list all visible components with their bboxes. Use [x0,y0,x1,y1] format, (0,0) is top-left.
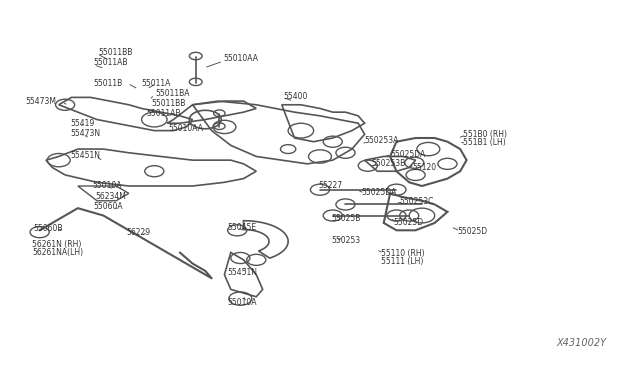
Text: 55011A: 55011A [141,79,171,88]
Text: 56261NA(LH): 56261NA(LH) [32,248,83,257]
Text: 55010A: 55010A [92,181,122,190]
Text: 56261N (RH): 56261N (RH) [32,240,81,249]
Text: 55111 (LH): 55111 (LH) [381,257,423,266]
Text: 55025D: 55025D [457,227,487,235]
Text: 55060B: 55060B [33,224,63,233]
Text: 55011B: 55011B [94,79,123,88]
Text: 55060A: 55060A [94,202,124,211]
Text: 55045E: 55045E [228,223,257,232]
Text: 550253C: 550253C [399,197,434,206]
Text: 55011BB: 55011BB [99,48,132,57]
Text: 55120: 55120 [412,163,436,172]
Text: 55011AB: 55011AB [94,58,128,67]
Text: 550253A: 550253A [365,137,399,145]
Text: 55451N: 55451N [70,151,100,160]
Text: 550253: 550253 [332,236,360,245]
Text: 55011AB: 55011AB [147,109,181,118]
Text: 55025B: 55025B [332,214,361,223]
Text: 55110 (RH): 55110 (RH) [381,249,424,258]
Text: 55011BB: 55011BB [151,99,186,108]
Text: 55473N: 55473N [70,129,100,138]
Text: 55010AA: 55010AA [223,54,258,63]
Text: 55400: 55400 [283,92,307,101]
Text: 55010AA: 55010AA [168,124,204,133]
Text: 55227: 55227 [319,181,343,190]
Text: 56234M: 56234M [96,192,127,201]
Text: 55011BA: 55011BA [156,89,190,98]
Text: 55025D: 55025D [394,218,424,227]
Text: 551B0 (RH): 551B0 (RH) [463,130,508,139]
Text: 55419: 55419 [70,119,95,128]
Text: 55025DA: 55025DA [362,188,397,197]
Text: 551B1 (LH): 551B1 (LH) [463,138,506,147]
Text: 55025DA: 55025DA [390,150,426,159]
Text: 55473M: 55473M [26,97,56,106]
Text: X431002Y: X431002Y [557,339,607,349]
Text: 550253B: 550253B [371,159,405,169]
Text: 56229: 56229 [126,228,150,237]
Text: 55451N: 55451N [228,268,258,277]
Text: 55010A: 55010A [228,298,257,307]
